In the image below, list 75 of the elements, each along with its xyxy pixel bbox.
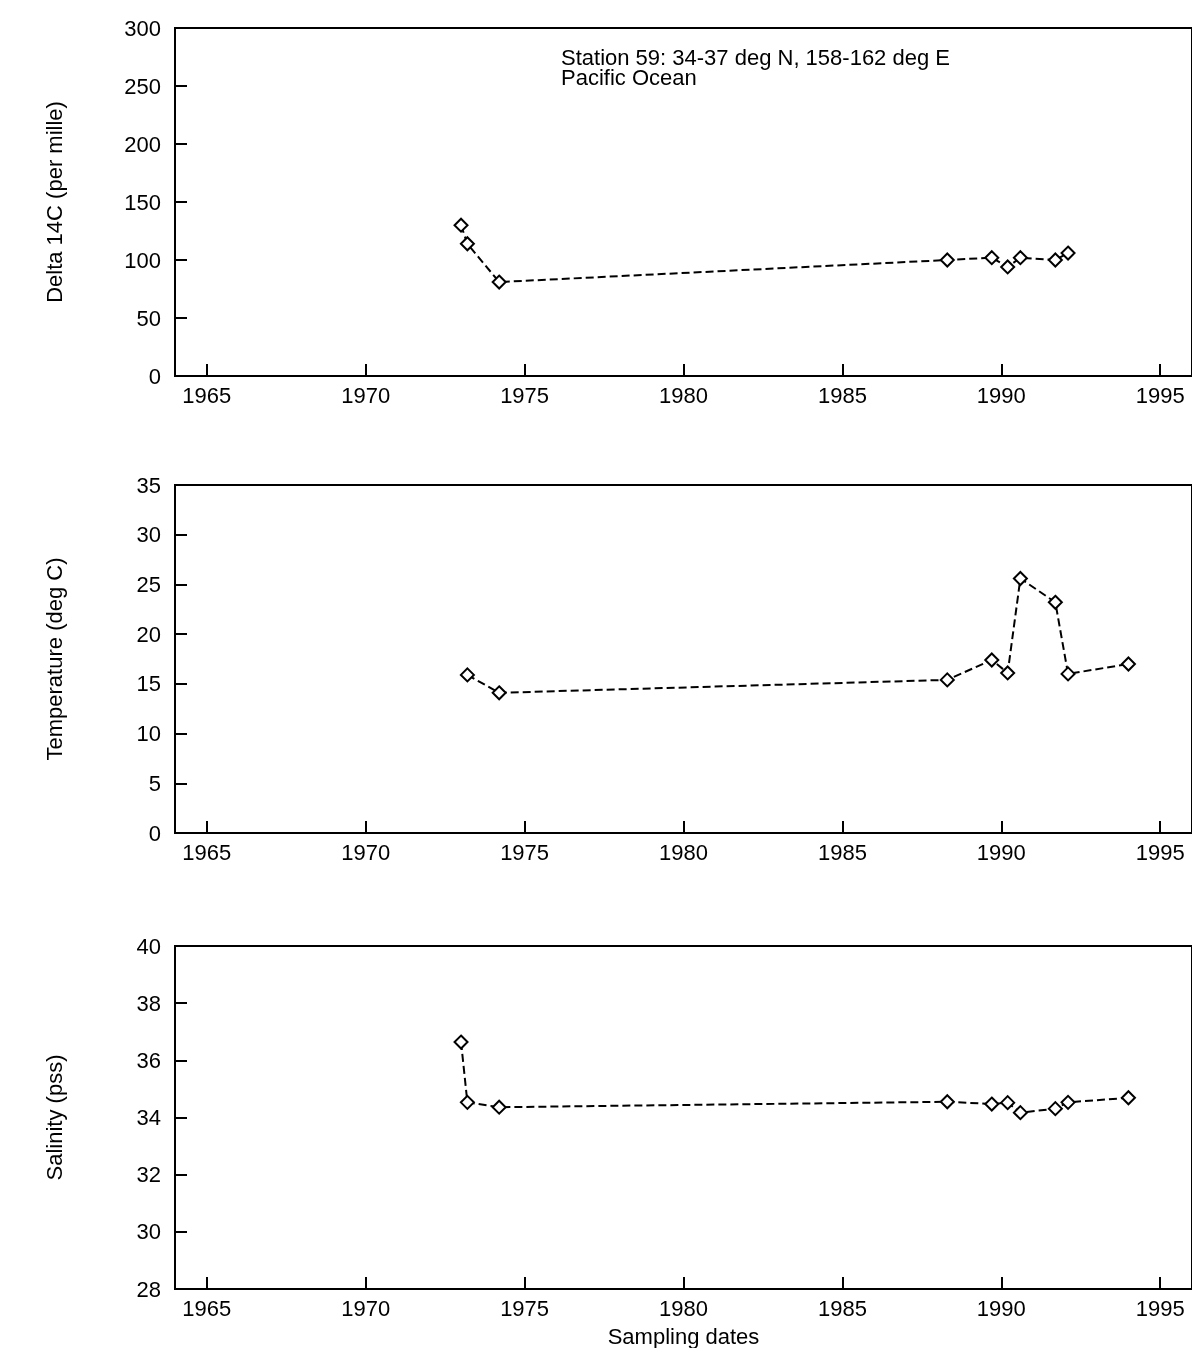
x-tick-label: 1990 [976,839,1026,865]
y-tick-label: 300 [124,15,161,41]
x-tick-label: 1985 [817,1295,867,1321]
point [1000,665,1016,681]
x-tick-label: 1985 [817,382,867,408]
point [1060,1094,1076,1110]
y-tick-label: 30 [136,1219,161,1245]
y-tick-label: 34 [136,1105,161,1130]
y-tick-label: 10 [136,721,161,747]
x-tick-label: 1985 [817,839,867,865]
point [1047,594,1063,610]
point [1047,1101,1063,1117]
point [939,252,955,268]
point [459,236,475,252]
point [984,1096,1000,1112]
y-tick-label: 32 [136,1162,161,1188]
y-tick-label: 200 [124,131,161,157]
y-tick-label: 5 [148,770,161,796]
point [1012,1105,1028,1121]
point [984,652,1000,668]
y-tick-label: 20 [136,621,161,647]
point [491,685,507,701]
y-tick-label: 100 [124,247,161,273]
y-tick-label: 40 [136,933,161,959]
point [939,672,955,688]
y-tick-label: 15 [136,671,161,697]
x-tick-label: 1990 [976,382,1026,408]
point [1012,250,1028,266]
point [1060,245,1076,261]
x-axis-title: Sampling dates [607,1323,760,1349]
y-tick-label: 35 [136,472,161,498]
point [453,217,469,233]
x-tick-label: 1975 [500,839,550,865]
x-tick-label: 1965 [182,382,232,408]
x-tick-label: 1995 [1135,839,1185,865]
x-tick-label: 1975 [500,382,550,408]
point [939,1094,955,1110]
x-tick-label: 1995 [1135,382,1185,408]
x-tick-label: 1965 [182,839,232,865]
point [1120,1090,1136,1106]
x-tick-label: 1970 [341,1295,391,1321]
x-tick-label: 1970 [341,839,391,865]
y-tick-label: 250 [124,73,161,99]
y-tick-label: 50 [136,305,161,331]
point [491,274,507,290]
point [1012,570,1028,586]
point [1047,252,1063,268]
y-tick-label: 36 [136,1047,161,1073]
y-tick-label: 0 [148,363,161,389]
point [1000,259,1016,275]
point [1000,1095,1016,1111]
y-tick-label: 25 [136,571,161,597]
x-tick-label: 1990 [976,1295,1026,1321]
point [453,1034,469,1050]
y-axis-title: Salinity (pss) [41,1054,67,1181]
point [459,1094,475,1110]
point [1060,666,1076,682]
x-tick-label: 1980 [659,839,708,865]
y-tick-label: 28 [136,1276,161,1302]
x-tick-label: 1980 [659,1295,708,1321]
x-tick-label: 1980 [659,382,708,408]
point [1120,656,1136,672]
x-tick-label: 1995 [1135,1295,1185,1321]
point [459,667,475,683]
x-tick-label: 1975 [500,1295,550,1321]
y-tick-label: 30 [136,522,161,548]
x-tick-label: 1965 [182,1295,232,1321]
point [491,1099,507,1115]
y-axis-title: Temperature (deg C) [41,557,67,761]
y-axis-title: Delta 14C (per mille) [41,101,67,303]
y-tick-label: 0 [148,820,161,846]
x-tick-label: 1970 [341,382,391,408]
point [984,250,1000,266]
y-tick-label: 38 [136,990,161,1016]
y-tick-label: 150 [124,189,161,215]
